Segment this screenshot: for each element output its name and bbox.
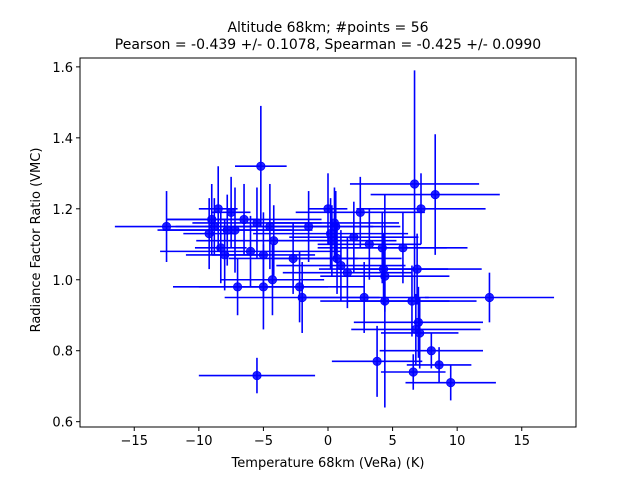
data-point (398, 243, 408, 253)
y-tick-label: 1.4 (52, 132, 73, 147)
data-point (446, 378, 456, 388)
data-point (409, 179, 420, 189)
data-point (294, 282, 305, 292)
data-point (265, 221, 275, 232)
chart-title-line1: Altitude 68km; #points = 56 (227, 20, 428, 36)
data-point (412, 264, 422, 274)
data-point (258, 250, 269, 260)
data-point (377, 243, 387, 253)
x-tick-label: 10 (449, 434, 466, 449)
data-point (380, 271, 390, 281)
x-tick-label: 0 (324, 434, 332, 449)
y-tick-label: 1.2 (52, 203, 73, 218)
data-point (209, 221, 219, 232)
data-point (256, 161, 266, 171)
y-tick-label: 1.6 (52, 61, 73, 76)
data-point (297, 292, 307, 303)
data-point (258, 282, 269, 292)
data-point (226, 207, 236, 217)
data-point (232, 282, 243, 292)
data-point (267, 275, 278, 285)
data-point (239, 214, 249, 225)
data-point (204, 229, 214, 239)
data-point (416, 204, 426, 214)
x-axis-label: Temperature 68km (VeRa) (K) (231, 456, 425, 471)
y-tick-label: 0.8 (52, 345, 73, 360)
data-point (336, 260, 346, 271)
data-point (245, 246, 256, 256)
data-point (222, 225, 232, 235)
data-point (342, 268, 352, 278)
x-tick-label: −10 (185, 434, 212, 449)
data-points (161, 161, 495, 388)
data-point (426, 346, 436, 356)
data-point (372, 356, 382, 366)
chart-title-line2: Pearson = -0.439 +/- 0.1078, Spearman = … (115, 37, 541, 53)
data-point (359, 292, 369, 303)
x-tick-label: −15 (121, 434, 148, 449)
y-axis-label: Radiance Factor Ratio (VMC) (29, 148, 44, 333)
data-point (220, 250, 230, 260)
x-tick-label: 15 (513, 434, 530, 449)
data-point (252, 370, 262, 381)
x-tick-label: 5 (388, 434, 396, 449)
data-point (407, 296, 417, 306)
data-point (380, 296, 390, 306)
data-point (216, 243, 226, 253)
data-point (230, 225, 240, 235)
data-point (288, 253, 298, 264)
y-tick-label: 1.0 (52, 274, 73, 289)
data-point (430, 190, 440, 200)
data-point (327, 236, 337, 246)
data-point (161, 221, 172, 232)
data-point (355, 207, 365, 217)
data-point (213, 204, 223, 214)
data-point (269, 236, 279, 246)
data-point (252, 218, 262, 228)
data-point (364, 239, 374, 249)
x-tick-label: −5 (254, 434, 273, 449)
y-tick-label: 0.6 (52, 416, 73, 431)
data-point (413, 317, 424, 327)
data-point (332, 253, 342, 264)
data-point (323, 204, 333, 214)
x-axis-ticks: −15 −10 −5 0 5 10 15 (121, 427, 530, 449)
data-point (304, 221, 314, 232)
data-point (415, 328, 425, 338)
data-point (408, 367, 418, 377)
data-point (484, 292, 495, 303)
y-axis-ticks: 0.6 0.8 1.0 1.2 1.4 1.6 (52, 61, 80, 431)
data-point (349, 232, 359, 242)
data-point (434, 360, 444, 370)
data-point (331, 221, 341, 232)
